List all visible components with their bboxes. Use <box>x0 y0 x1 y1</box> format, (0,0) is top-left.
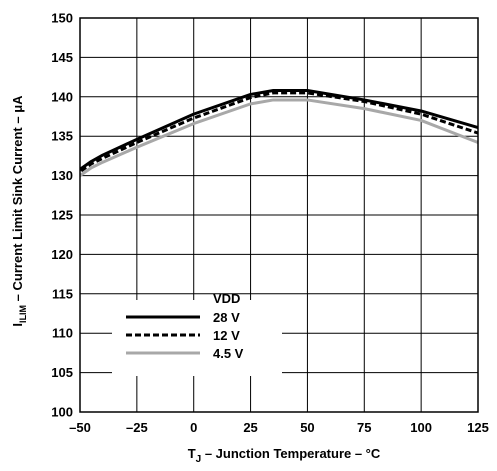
y-tick-label: 140 <box>51 89 73 104</box>
series-line-28-vv <box>80 89 478 173</box>
series-line-4-5-vv <box>80 98 478 179</box>
y-tick-label: 115 <box>52 286 73 301</box>
plot-frame <box>79 17 479 413</box>
series-layer <box>80 89 478 179</box>
y-axis-label-rest: – Current Limit Sink Current – μA <box>10 95 25 305</box>
legend-label: 4.5 V <box>213 346 244 361</box>
legend-label: 28 V <box>213 310 240 325</box>
y-tick-label: 135 <box>51 129 73 144</box>
x-tick-label: 125 <box>467 420 489 435</box>
y-tick-label: 110 <box>52 326 73 341</box>
y-axis-label: IILIM – Current Limit Sink Current – μA <box>10 95 28 327</box>
y-tick-label: 120 <box>51 247 73 262</box>
y-axis-label-subscript: ILIM <box>18 305 28 323</box>
x-tick-label: 25 <box>243 420 257 435</box>
legend-items: 28 V 12 V 4.5 V <box>126 310 244 361</box>
x-tick-label: –50 <box>69 420 91 435</box>
y-tick-label: 145 <box>51 50 73 65</box>
y-tick-label: 150 <box>51 11 73 26</box>
legend-label: 12 V <box>213 328 240 343</box>
y-tick-label: 125 <box>51 208 73 223</box>
x-tick-label: 75 <box>357 420 371 435</box>
series-line-12-vv <box>80 91 478 175</box>
y-tick-labels: 100 105 110 115 120 125 130 135 140 145 150 <box>51 11 73 420</box>
x-axis-label-main: T <box>188 446 196 461</box>
x-tick-label: 0 <box>190 420 197 435</box>
y-tick-label: 105 <box>51 365 73 380</box>
legend: VDD 28 V 12 V 4.5 V <box>112 291 282 376</box>
x-axis-label: TJ – Junction Temperature – °C <box>188 446 381 465</box>
y-tick-label: 100 <box>51 405 73 420</box>
y-tick-label: 130 <box>51 168 73 183</box>
x-tick-label: –25 <box>126 420 148 435</box>
x-axis-label-subscript: J <box>196 454 202 465</box>
x-tick-label: 100 <box>410 420 432 435</box>
y-axis-label-main: I <box>10 323 25 327</box>
x-axis-label-rest: – Junction Temperature – °C <box>201 446 381 461</box>
x-tick-labels: –50 –25 0 25 50 75 100 125 <box>69 420 489 435</box>
legend-background <box>112 300 282 376</box>
legend-title: VDD <box>213 291 240 306</box>
x-tick-label: 50 <box>300 420 314 435</box>
